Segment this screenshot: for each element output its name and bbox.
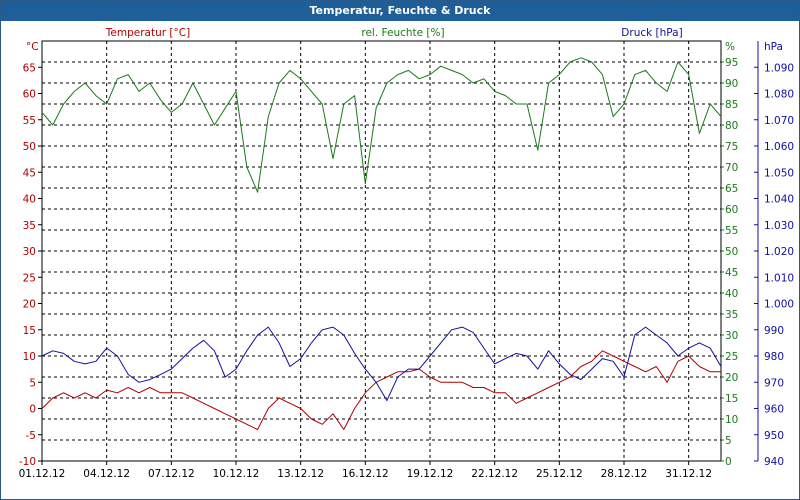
humidity-tick-label: 30 xyxy=(725,330,738,342)
temperature-tick-label: 65 xyxy=(23,62,36,74)
temperature-tick-label: 35 xyxy=(23,220,36,232)
x-tick-label: 16.12.12 xyxy=(342,468,389,480)
x-tick-label: 22.12.12 xyxy=(471,468,518,480)
temperature-line xyxy=(41,350,721,430)
x-tick-label: 19.12.12 xyxy=(407,468,454,480)
temperature-tick-label: 0 xyxy=(29,404,36,416)
x-tick-label: 31.12.12 xyxy=(665,468,712,480)
pressure-tick-label: 1.020 xyxy=(764,246,794,258)
chart-title: Temperatur, Feuchte & Druck xyxy=(1,1,799,21)
pressure-tick-label: 1.040 xyxy=(764,194,794,206)
humidity-tick-label: 0 xyxy=(725,456,732,468)
humidity-tick-label: 40 xyxy=(725,288,738,300)
humidity-axis: 0 5 10 15 20 25 30 35 40 45 50 55 60 65 70 75 80 85 90 95 xyxy=(721,57,738,468)
x-tick-label: 25.12.12 xyxy=(536,468,583,480)
humidity-tick-label: 35 xyxy=(725,309,738,321)
temperature-tick-label: 25 xyxy=(23,272,36,284)
pressure-tick-label: 950 xyxy=(764,430,784,442)
x-tick-label: 28.12.12 xyxy=(601,468,648,480)
temperature-tick-label: -10 xyxy=(19,456,36,468)
humidity-unit: % xyxy=(725,41,735,53)
grid-lines xyxy=(42,41,721,461)
humidity-tick-label: 80 xyxy=(725,120,738,132)
pressure-tick-label: 1.070 xyxy=(764,115,794,127)
pressure-tick-label: 1.060 xyxy=(764,141,794,153)
humidity-tick-label: 10 xyxy=(725,414,738,426)
temperature-tick-label: 45 xyxy=(23,167,36,179)
humidity-axis-title: rel. Feuchte [%] xyxy=(361,27,444,39)
temperature-tick-label: 30 xyxy=(23,246,36,258)
humidity-tick-label: 95 xyxy=(725,57,738,69)
temperature-tick-label: 20 xyxy=(23,299,36,311)
pressure-tick-label: 1.030 xyxy=(764,220,794,232)
pressure-axis-title: Druck [hPa] xyxy=(621,27,682,39)
temperature-tick-label: 50 xyxy=(23,141,36,153)
pressure-unit: hPa xyxy=(764,41,783,53)
pressure-tick-label: 980 xyxy=(764,351,784,363)
humidity-tick-label: 45 xyxy=(725,267,738,279)
pressure-tick-label: 990 xyxy=(764,325,784,337)
humidity-tick-label: 50 xyxy=(725,246,738,258)
temperature-axis-title: Temperatur [°C] xyxy=(105,27,190,39)
pressure-tick-label: 1.080 xyxy=(764,89,794,101)
humidity-tick-label: 20 xyxy=(725,372,738,384)
humidity-tick-label: 5 xyxy=(725,435,732,447)
temperature-tick-label: 55 xyxy=(23,115,36,127)
x-tick-label: 07.12.12 xyxy=(148,468,195,480)
x-axis: 01.12.12 04.12.12 07.12.12 10.12.12 13.12.12… xyxy=(19,461,712,480)
pressure-tick-label: 940 xyxy=(764,456,784,468)
x-tick-label: 01.12.12 xyxy=(19,468,66,480)
humidity-tick-label: 60 xyxy=(725,204,738,216)
humidity-tick-label: 25 xyxy=(725,351,738,363)
humidity-tick-label: 75 xyxy=(725,141,738,153)
humidity-tick-label: 70 xyxy=(725,162,738,174)
temperature-tick-label: 10 xyxy=(23,351,36,363)
series-layer xyxy=(41,57,722,430)
pressure-line xyxy=(41,326,722,402)
humidity-tick-label: 65 xyxy=(725,183,738,195)
temperature-unit: °C xyxy=(26,41,39,53)
pressure-tick-label: 1.000 xyxy=(764,299,794,311)
humidity-tick-label: 55 xyxy=(725,225,738,237)
pressure-tick-label: 960 xyxy=(764,404,784,416)
pressure-tick-label: 1.010 xyxy=(764,272,794,284)
temperature-tick-label: -5 xyxy=(26,430,36,442)
humidity-tick-label: 85 xyxy=(725,99,738,111)
temperature-axis: -10 -5 0 5 10 15 20 25 30 35 40 45 50 55 60 65 xyxy=(19,62,42,468)
temperature-tick-label: 60 xyxy=(23,89,36,101)
humidity-tick-label: 15 xyxy=(725,393,738,405)
temperature-tick-label: 15 xyxy=(23,325,36,337)
pressure-axis: 940 950 960 970 980 990 1.000 1.010 1.020 1.030 1.… xyxy=(754,41,794,468)
x-tick-label: 04.12.12 xyxy=(83,468,130,480)
pressure-tick-label: 1.050 xyxy=(764,167,794,179)
x-tick-label: 10.12.12 xyxy=(213,468,260,480)
pressure-tick-label: 1.090 xyxy=(764,62,794,74)
humidity-line xyxy=(41,57,722,193)
temperature-tick-label: 40 xyxy=(23,194,36,206)
pressure-tick-label: 970 xyxy=(764,377,784,389)
humidity-tick-label: 90 xyxy=(725,78,738,90)
x-tick-label: 13.12.12 xyxy=(277,468,324,480)
temperature-tick-label: 5 xyxy=(29,377,36,389)
